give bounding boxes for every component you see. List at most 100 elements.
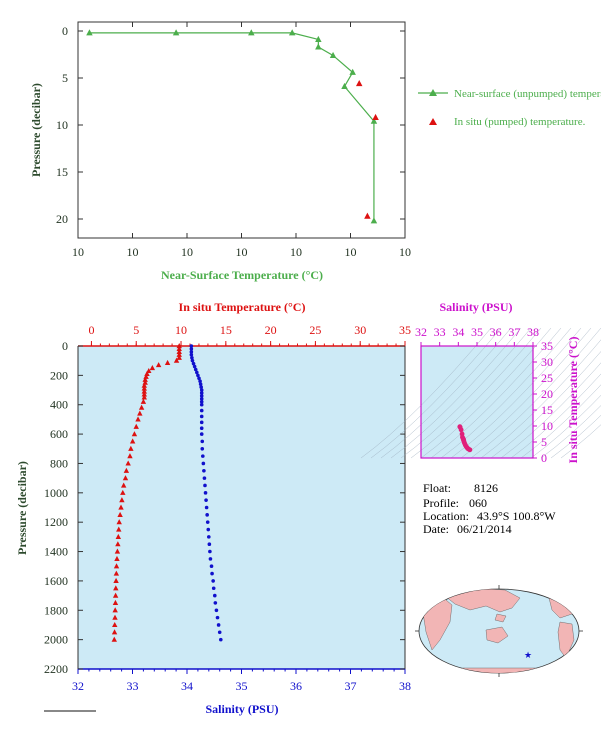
salinity-point: [189, 353, 194, 357]
pressure-tick-label: 200: [50, 368, 68, 382]
profile-temperature-ticks: 0 5 10 15 20 25 30 35: [88, 323, 411, 346]
ts-point: [467, 447, 473, 453]
temperature-profile-series: [111, 343, 182, 642]
near-surface-point: [370, 217, 378, 224]
density-contour: [430, 327, 562, 459]
near-surface-series: [86, 29, 379, 224]
temperature-point: [128, 445, 134, 451]
temperature-tick-label: 25: [309, 323, 321, 337]
salinity-tick-label: 37: [345, 679, 357, 693]
temperature-point: [176, 343, 182, 349]
salinity-point: [199, 426, 204, 431]
x-tick-label: 10: [72, 245, 84, 259]
near-surface-x-axis-label: Near-Surface Temperature (°C): [161, 268, 323, 282]
salinity-point: [218, 637, 223, 642]
ts-salinity-tick-label: 35: [471, 325, 483, 339]
salinity-point: [199, 388, 204, 392]
temperature-point: [113, 577, 119, 584]
salinity-point: [203, 491, 208, 495]
pressure-tick-label: 1000: [44, 486, 68, 500]
salinity-point: [199, 414, 204, 419]
temperature-point: [120, 489, 126, 495]
near-surface-point: [370, 117, 378, 124]
pressure-tick-label: 2000: [44, 633, 68, 647]
temperature-point: [149, 365, 156, 371]
map-land-seasia: [494, 613, 507, 623]
pressure-tick-label: 1200: [44, 515, 68, 529]
temperature-point: [123, 467, 130, 473]
legend-near-surface-marker: [429, 89, 437, 96]
ts-temperature-tick-label: 15: [541, 403, 553, 417]
temperature-point: [138, 404, 145, 410]
salinity-point: [207, 535, 211, 539]
temperature-point: [115, 541, 121, 547]
temperature-tick-label: 10: [175, 323, 187, 337]
salinity-point: [190, 358, 195, 363]
temperature-point: [176, 348, 182, 354]
salinity-point: [199, 391, 204, 395]
salinity-point: [208, 549, 212, 554]
pressure-tick-label: 1600: [44, 574, 68, 588]
temperature-point: [112, 592, 119, 598]
profile-salinity-ticks: 32 33 34 35 36 37 38: [72, 669, 411, 693]
salinity-point: [190, 355, 194, 360]
legend-near-surface-label: Near-surface (unpumped) temperature.: [454, 88, 601, 100]
temperature-point: [127, 453, 133, 459]
ts-salinity-tick-label: 33: [434, 325, 446, 339]
map-land-antarctica: [419, 667, 579, 673]
density-contour: [550, 415, 601, 459]
temperature-point: [118, 504, 124, 510]
y-tick-label: 10: [56, 118, 68, 132]
salinity-point: [204, 505, 209, 510]
salinity-point: [199, 385, 203, 389]
ts-salinity-axis-label: Salinity (PSU): [439, 300, 512, 314]
temperature-point: [135, 416, 141, 422]
insitu-point: [355, 80, 363, 87]
salinity-point: [212, 593, 217, 598]
y-tick-label: 5: [62, 71, 68, 85]
salinity-profile-series: [189, 344, 223, 642]
ts-salinity-ticks: 32 33 34 35 36 37 38: [415, 325, 539, 346]
salinity-point: [213, 601, 218, 605]
date-value: 06/21/2014: [457, 522, 512, 536]
density-contour: [560, 424, 601, 459]
salinity-point: [197, 376, 201, 381]
ts-salinity-tick-label: 38: [527, 325, 539, 339]
temperature-point: [141, 388, 147, 394]
salinity-point: [191, 361, 196, 366]
salinity-point: [200, 446, 205, 451]
ts-salinity-tick-label: 32: [415, 325, 427, 339]
y-tick-label: 0: [62, 24, 68, 38]
temperature-point: [114, 548, 121, 554]
salinity-point: [199, 399, 204, 404]
salinity-point: [211, 586, 216, 591]
x-tick-label: 10: [181, 245, 193, 259]
profile-label: Profile:: [423, 496, 459, 510]
salinity-point: [200, 439, 205, 444]
temperature-point: [141, 391, 147, 397]
density-contour: [410, 327, 542, 459]
profile-plot-background: [78, 346, 405, 669]
salinity-point: [205, 513, 209, 517]
salinity-point: [199, 397, 204, 401]
near-surface-point: [315, 35, 322, 42]
x-tick-label: 10: [127, 245, 139, 259]
temperature-tick-label: 15: [220, 323, 232, 337]
salinity-point: [193, 367, 198, 372]
temperature-point: [131, 431, 138, 437]
temperature-point: [111, 629, 118, 635]
profile-temperature-axis-label: In situ Temperature (°C): [179, 300, 306, 314]
near-surface-legend: Near-surface (unpumped) temperature. In …: [418, 88, 601, 128]
temperature-point: [141, 382, 147, 388]
salinity-point: [214, 608, 219, 613]
salinity-point: [199, 394, 204, 398]
density-contour: [540, 405, 601, 459]
temperature-point: [120, 482, 127, 488]
profile-y-axis-label: Pressure (decibar): [15, 461, 29, 555]
density-contour: [520, 384, 601, 459]
x-tick-label: 10: [290, 245, 302, 259]
salinity-point: [199, 402, 204, 407]
temperature-tick-label: 30: [354, 323, 366, 337]
salinity-point: [211, 579, 215, 583]
